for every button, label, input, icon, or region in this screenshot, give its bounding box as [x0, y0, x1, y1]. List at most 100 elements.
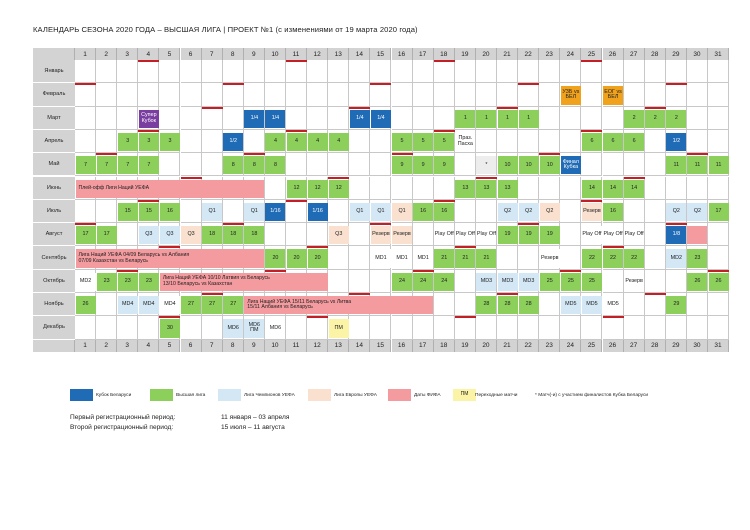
event-cell: MD5 [560, 296, 581, 315]
day-cell [665, 83, 687, 107]
event-cell: 18 [244, 226, 265, 245]
day-header: 20 [475, 48, 497, 60]
event-cell: 21 [455, 249, 476, 268]
event-span: Лига Наций УЕФА 15/11 Беларусь vs Литва … [244, 296, 434, 315]
event-cell: 22 [624, 249, 645, 268]
day-footer: 26 [602, 339, 624, 352]
legend-label: Кубок Беларуси [96, 393, 132, 398]
weekend-marker [497, 106, 519, 109]
day-footer: 5 [159, 339, 181, 352]
event-cell: Праз. Пасха [455, 132, 476, 152]
weekend-marker [159, 246, 181, 249]
day-cell [623, 316, 645, 340]
day-cell [391, 106, 413, 130]
day-cell [475, 60, 497, 84]
day-cell [264, 223, 286, 247]
day-cell [180, 83, 202, 107]
day-cell [159, 106, 181, 130]
day-cell [623, 83, 645, 107]
event-cell: 24 [413, 272, 434, 291]
event-cell: 19 [497, 226, 518, 245]
day-cell [412, 60, 434, 84]
event-cell: 7 [75, 156, 96, 175]
event-cell: 9 [413, 156, 434, 175]
day-cell [391, 83, 413, 107]
day-cell [307, 106, 329, 130]
event-cell: 8 [244, 156, 265, 175]
weekend-marker [497, 293, 519, 295]
event-cell: ПМ [328, 319, 349, 338]
day-cell [644, 176, 666, 200]
day-cell [539, 316, 561, 340]
day-cell [391, 60, 413, 84]
day-cell [539, 293, 561, 317]
day-header: 12 [307, 48, 329, 60]
event-cell: 12 [286, 179, 307, 198]
event-cell: 25 [539, 272, 560, 291]
weekend-marker [370, 83, 392, 86]
event-cell: 30 [159, 319, 180, 338]
event-cell: MD2 [666, 249, 687, 268]
day-header: 3 [117, 48, 139, 60]
event-cell: 1 [518, 109, 539, 128]
event-cell: 4 [265, 132, 286, 152]
day-cell [370, 176, 392, 200]
day-footer: 23 [539, 339, 561, 352]
event-cell: Резерв [392, 226, 413, 245]
event-cell: 7 [138, 156, 159, 175]
day-cell [75, 83, 97, 107]
day-cell [180, 60, 202, 84]
event-cell: 16 [603, 202, 624, 222]
day-cell [222, 106, 244, 130]
day-cell [560, 129, 582, 154]
day-cell [644, 316, 666, 340]
day-cell [328, 153, 350, 177]
day-cell [180, 106, 202, 130]
day-footer: 1 [75, 339, 97, 352]
day-cell [264, 176, 286, 200]
day-cell [686, 106, 708, 130]
day-cell [560, 176, 582, 200]
day-cell [222, 83, 244, 107]
event-cell: Резерв [370, 226, 391, 245]
event-cell: Q3 [159, 226, 180, 245]
day-cell [644, 83, 666, 107]
event-cell: Q2 [539, 202, 560, 222]
day-cell [349, 60, 371, 84]
event-cell: 16 [413, 202, 434, 222]
event-cell: УЗБ vs БЕЛ [560, 86, 581, 105]
day-header: 31 [708, 48, 730, 60]
legend-swatch [150, 389, 173, 401]
event-cell: 14 [581, 179, 602, 198]
day-cell [201, 83, 223, 107]
day-cell [560, 223, 582, 247]
day-cell [159, 83, 181, 107]
event-cell: MD1 [370, 249, 391, 268]
day-cell [286, 60, 308, 84]
day-cell [286, 83, 308, 107]
day-cell [644, 199, 666, 224]
registration-label: Второй регистрационный период: [70, 424, 174, 431]
day-footer: 2 [96, 339, 118, 352]
day-cell [497, 316, 519, 340]
day-footer: 20 [475, 339, 497, 352]
day-cell [644, 153, 666, 177]
day-cell [328, 246, 350, 270]
day-cell [138, 83, 160, 107]
event-cell: MD3 [476, 272, 497, 291]
weekend-marker [602, 246, 624, 249]
day-cell [349, 153, 371, 177]
day-header: 10 [264, 48, 286, 60]
month-label: Июль [33, 199, 75, 224]
day-cell [708, 106, 730, 130]
weekend-marker [328, 176, 350, 179]
registration-value: 15 июля – 11 августа [221, 424, 285, 431]
event-cell: 14 [603, 179, 624, 198]
event-cell: 1/16 [265, 202, 286, 222]
event-cell: MD4 [138, 296, 159, 315]
day-cell [412, 106, 434, 130]
day-footer: 4 [138, 339, 160, 352]
event-cell: 24 [392, 272, 413, 291]
day-cell [581, 316, 603, 340]
event-cell: * [476, 156, 497, 175]
